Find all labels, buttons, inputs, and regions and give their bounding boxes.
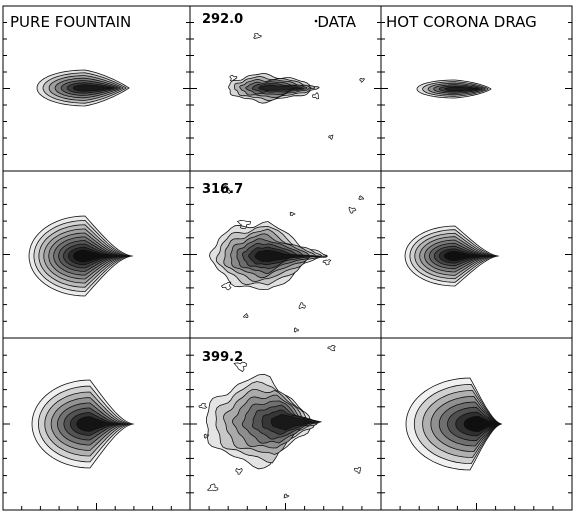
noise-contour xyxy=(221,281,232,291)
velocity-label-row3: 399.2 xyxy=(202,350,243,365)
noise-contour xyxy=(289,211,296,217)
data-map-row2 xyxy=(209,221,328,291)
panel-ticks xyxy=(3,22,572,510)
contour-level xyxy=(72,84,113,92)
contour-level xyxy=(73,249,114,263)
noise-contour xyxy=(203,433,210,439)
noise-contour xyxy=(312,91,320,100)
title-hot-corona-drag: HOT CORONA DRAG xyxy=(386,13,537,31)
contour-level xyxy=(254,249,305,263)
contour-level xyxy=(270,414,317,431)
model-corona-row1 xyxy=(416,79,492,99)
contour-maps xyxy=(28,32,502,499)
data-map-row1 xyxy=(228,73,320,104)
noise-contour xyxy=(283,493,290,499)
contour-level xyxy=(443,250,482,262)
title-data: DATA xyxy=(317,13,356,31)
noise-contour xyxy=(348,206,357,214)
model-fountain-row3 xyxy=(31,379,134,469)
noise-contour xyxy=(359,78,366,83)
noise-contour xyxy=(322,259,332,266)
noise-contour xyxy=(253,32,263,40)
model-fountain-row2 xyxy=(28,215,133,297)
model-corona-row3 xyxy=(405,377,502,471)
noise-contour xyxy=(293,327,299,333)
noise-contour xyxy=(298,302,306,310)
noise-contour xyxy=(233,361,248,373)
noise-contour xyxy=(327,345,336,352)
data-marker-dot xyxy=(314,19,318,23)
noise-contour xyxy=(353,466,362,475)
noise-contour xyxy=(358,195,365,201)
noise-contour xyxy=(198,402,208,409)
noise-contour xyxy=(229,74,238,82)
title-pure-fountain: PURE FOUNTAIN xyxy=(10,13,131,31)
contour-level xyxy=(258,84,301,92)
contour-level xyxy=(444,86,478,92)
noise-contour xyxy=(242,313,249,319)
noise-contour xyxy=(206,483,219,492)
contour-level xyxy=(463,415,499,433)
model-fountain-row1 xyxy=(36,69,130,107)
noise-contour xyxy=(220,185,232,194)
model-corona-row2 xyxy=(404,225,499,287)
velocity-label-row1: 292.0 xyxy=(202,12,243,27)
noise-contour xyxy=(236,220,251,229)
velocity-label-row2: 316.7 xyxy=(202,182,243,197)
data-map-row3 xyxy=(206,373,323,470)
noise-contour xyxy=(328,134,334,140)
noise-contour xyxy=(235,468,243,475)
contour-level xyxy=(76,416,117,432)
